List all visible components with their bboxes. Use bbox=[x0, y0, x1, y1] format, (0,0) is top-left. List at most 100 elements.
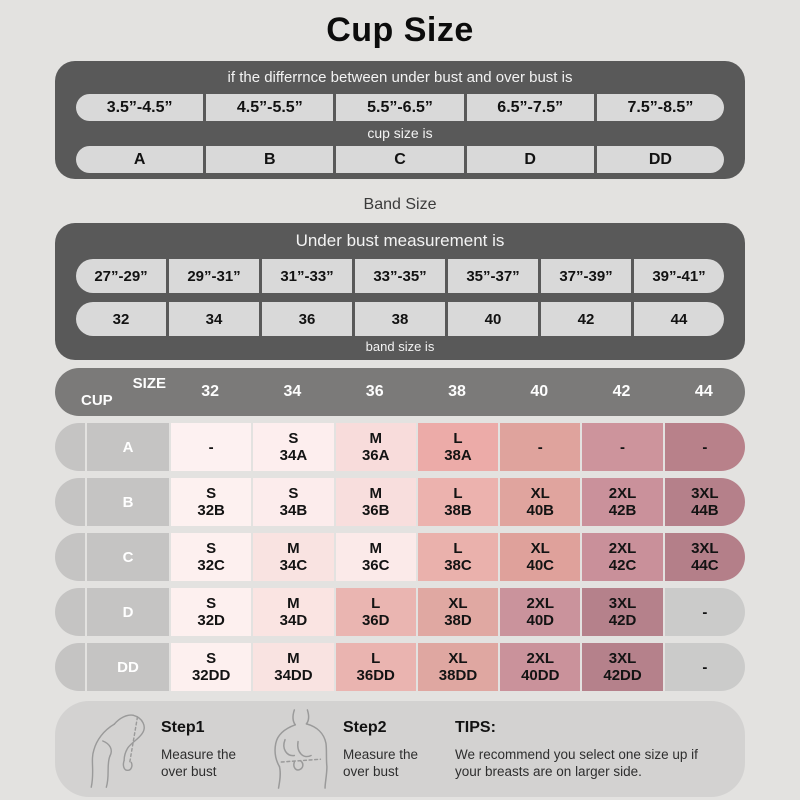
corner-cup-label: CUP bbox=[81, 392, 113, 409]
matrix-cell: L 36D bbox=[335, 588, 416, 636]
cell-size-line: L bbox=[371, 650, 381, 667]
row-label: D bbox=[87, 588, 169, 636]
band-range-row: 27”-29” 29”-31” 31”-33” 33”-35” 35”-37” 37”-3… bbox=[76, 259, 724, 293]
band-range-cell: 27”-29” bbox=[76, 259, 166, 293]
cell-size-line: M bbox=[287, 540, 300, 557]
cell-code-line: 36B bbox=[361, 502, 390, 519]
cell-size-line: XL bbox=[530, 485, 550, 502]
cell-size-line: XL bbox=[448, 595, 468, 612]
row-cap bbox=[55, 588, 85, 636]
matrix-cell: M 36C bbox=[335, 533, 416, 581]
matrix-header: SIZE CUP 32 34 36 38 40 42 44 bbox=[55, 368, 745, 416]
matrix-cell: L 38A bbox=[417, 423, 499, 471]
cell-size-line: 3XL bbox=[691, 485, 719, 502]
band-size-panel: Under bust measurement is 27”-29” 29”-31”… bbox=[55, 223, 745, 360]
matrix-column-header: 42 bbox=[612, 383, 631, 400]
size-matrix: SIZE CUP 32 34 36 38 40 42 44 A - S 34A M 36A L 38A - -… bbox=[55, 368, 745, 691]
cup-range-cell: 3.5”-4.5” bbox=[76, 94, 204, 121]
matrix-cell: L 38B bbox=[417, 478, 499, 526]
band-size-row: 32 34 36 38 40 42 44 bbox=[76, 302, 724, 336]
matrix-cell: 3XL 42D bbox=[582, 588, 663, 636]
cell-code-line: 34D bbox=[279, 612, 308, 629]
band-size-cell: 34 bbox=[169, 302, 259, 336]
cell-size-line: 2XL bbox=[526, 595, 555, 612]
matrix-cell: XL 38DD bbox=[417, 643, 499, 691]
row-cap bbox=[55, 478, 85, 526]
matrix-column-header: 34 bbox=[283, 383, 302, 400]
cell-code-line: 44B bbox=[691, 502, 719, 519]
cup-range-row: 3.5”-4.5” 4.5”-5.5” 5.5”-6.5” 6.5”-7.5” 7.5”… bbox=[76, 94, 725, 121]
step1-title: Step1 bbox=[161, 718, 205, 736]
cup-letter-cell: B bbox=[206, 146, 334, 173]
step1-block: Step1 Measure the over bust bbox=[161, 719, 259, 780]
cell-code-line: 34A bbox=[279, 447, 308, 464]
cell-code-line: 42B bbox=[608, 502, 637, 519]
tips-text: We recommend you select one size up if y… bbox=[455, 746, 698, 779]
cell-size-line: L bbox=[453, 430, 463, 447]
cell-code-line: 38DD bbox=[438, 667, 478, 684]
row-label: A bbox=[87, 423, 169, 471]
matrix-cell: M 36B bbox=[335, 478, 416, 526]
cell-code-line: 40D bbox=[526, 612, 555, 629]
matrix-row: DD S 32DD M 34DD L 36DD XL 38DD 2XL 40DD 3XL 42DD - bbox=[55, 643, 745, 691]
matrix-cell: 2XL 40D bbox=[500, 588, 581, 636]
cup-panel-header: if the differrnce between under bust and… bbox=[227, 69, 573, 86]
cell-code-line: 38A bbox=[444, 447, 472, 464]
cup-letter-row: A B C D DD bbox=[76, 146, 725, 173]
row-label: C bbox=[87, 533, 169, 581]
matrix-column-header: 36 bbox=[365, 383, 384, 400]
cell-size-line: L bbox=[453, 540, 463, 557]
cell-size-line: M bbox=[287, 595, 300, 612]
band-range-cell: 37”-39” bbox=[541, 259, 631, 293]
band-size-cell: 38 bbox=[355, 302, 445, 336]
matrix-cell: S 32B bbox=[171, 478, 252, 526]
footer-panel: Step1 Measure the over bust Step2 Measur… bbox=[55, 701, 745, 797]
matrix-row: D S 32D M 34D L 36D XL 38D 2XL 40D 3XL 42D - bbox=[55, 588, 745, 636]
cell-size-line: XL bbox=[530, 540, 550, 557]
cell-code-line: 38D bbox=[444, 612, 472, 629]
step2-title: Step2 bbox=[343, 718, 387, 736]
tips-title: TIPS: bbox=[455, 718, 496, 736]
cell-size-line: M bbox=[287, 650, 300, 667]
matrix-column-header: 32 bbox=[201, 383, 220, 400]
cell-code-line: 42DD bbox=[603, 667, 642, 684]
matrix-cell: 2XL 42C bbox=[582, 533, 663, 581]
matrix-cell: L 36DD bbox=[335, 643, 416, 691]
cell-code-line: 38B bbox=[444, 502, 472, 519]
matrix-cell: S 34A bbox=[253, 423, 334, 471]
matrix-row: C S 32C M 34C M 36C L 38C XL 40C 2XL 42C 3XL 44C bbox=[55, 533, 745, 581]
figure-step1-icon bbox=[90, 714, 145, 788]
cup-letter-cell: D bbox=[466, 146, 594, 173]
step2-desc: Measure the over bust bbox=[343, 746, 419, 779]
cell-size-line: XL bbox=[448, 650, 468, 667]
matrix-cell: - bbox=[664, 423, 745, 471]
band-panel-header: Under bust measurement is bbox=[295, 231, 505, 250]
matrix-cell: M 36A bbox=[335, 423, 416, 471]
cell-code-line: 44C bbox=[691, 557, 719, 574]
cell-size-line: S bbox=[288, 430, 299, 447]
matrix-row: B S 32B S 34B M 36B L 38B XL 40B 2XL 42B 3XL 44B bbox=[55, 478, 745, 526]
cell-size-line: 2XL bbox=[608, 540, 637, 557]
cup-size-panel: if the differrnce between under bust and… bbox=[55, 61, 745, 179]
figure-step2-icon bbox=[274, 709, 328, 789]
cell-size-line: 3XL bbox=[691, 540, 719, 557]
band-range-cell: 31”-33” bbox=[262, 259, 352, 293]
cell-size-line: S bbox=[206, 540, 217, 557]
band-size-cell: 44 bbox=[634, 302, 724, 336]
cell-size-line: M bbox=[369, 540, 382, 557]
row-label: DD bbox=[87, 643, 169, 691]
band-range-cell: 29”-31” bbox=[169, 259, 259, 293]
cell-code-line: 42D bbox=[608, 612, 637, 629]
cup-letter-cell: C bbox=[336, 146, 464, 173]
row-label: B bbox=[87, 478, 169, 526]
matrix-column-header: 44 bbox=[694, 383, 713, 400]
matrix-cell: - bbox=[664, 588, 745, 636]
matrix-cell: M 34DD bbox=[253, 643, 334, 691]
matrix-column-headers: 32 34 36 38 40 42 44 bbox=[169, 368, 745, 416]
matrix-row: A - S 34A M 36A L 38A - - - bbox=[55, 423, 745, 471]
cell-size-line: L bbox=[371, 595, 381, 612]
cup-mid-label: cup size is bbox=[367, 125, 433, 141]
cell-code-line: 34B bbox=[279, 502, 308, 519]
matrix-cell: S 32DD bbox=[171, 643, 252, 691]
